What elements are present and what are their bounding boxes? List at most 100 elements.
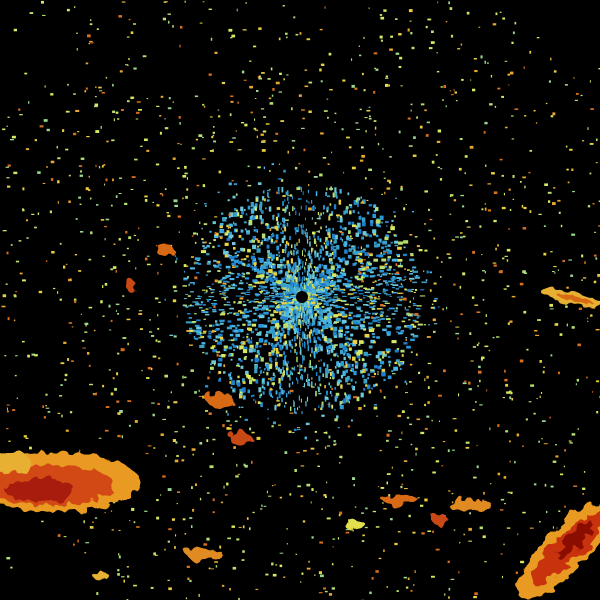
speckle — [496, 336, 500, 338]
speckle — [580, 94, 583, 97]
speckle — [478, 370, 482, 374]
speckle — [238, 526, 242, 528]
echo-blob — [5, 478, 75, 502]
speckle — [213, 140, 216, 143]
speckle — [284, 361, 287, 366]
speckle — [322, 309, 328, 313]
speckle — [348, 204, 352, 207]
speckle — [152, 201, 154, 203]
speckle — [243, 209, 246, 211]
speckle — [333, 204, 337, 210]
speckle — [293, 428, 297, 431]
speckle — [387, 179, 391, 182]
speckle — [327, 313, 332, 317]
speckle — [502, 17, 506, 20]
speckle — [301, 334, 303, 339]
speckle — [304, 69, 308, 71]
speckle — [227, 199, 230, 202]
speckle — [77, 539, 79, 543]
speckle — [248, 301, 252, 304]
speckle — [138, 109, 142, 111]
speckle — [247, 389, 250, 394]
speckle — [302, 343, 304, 347]
speckle — [288, 291, 293, 294]
speckle — [299, 368, 303, 371]
speckle — [319, 309, 323, 313]
speckle — [300, 224, 302, 228]
speckle — [198, 389, 200, 393]
speckle — [318, 322, 321, 325]
speckle — [317, 298, 323, 300]
speckle — [348, 238, 352, 241]
speckle — [276, 191, 279, 194]
speckle — [275, 331, 278, 335]
speckle — [284, 451, 288, 454]
speckle — [535, 122, 538, 124]
speckle — [104, 225, 107, 228]
speckle — [468, 388, 472, 391]
speckle — [299, 351, 301, 354]
speckle — [334, 288, 340, 291]
speckle — [117, 569, 120, 572]
speckle — [330, 343, 333, 346]
speckle — [510, 71, 514, 75]
speckle — [118, 553, 120, 556]
speckle — [231, 325, 236, 328]
speckle — [468, 540, 472, 542]
speckle — [296, 308, 299, 312]
speckle — [343, 243, 345, 246]
speckle — [88, 42, 90, 45]
speckle — [344, 343, 347, 346]
speckle — [419, 125, 423, 129]
speckle — [358, 258, 363, 263]
speckle — [317, 346, 320, 353]
speckle — [507, 491, 510, 494]
speckle — [147, 367, 152, 370]
speckle — [183, 445, 186, 448]
speckle — [271, 395, 274, 398]
speckle — [160, 263, 163, 266]
speckle — [289, 493, 292, 496]
speckle — [228, 182, 232, 186]
speckle — [68, 322, 73, 324]
speckle — [264, 198, 266, 202]
speckle — [89, 19, 92, 21]
speckle — [378, 238, 382, 242]
speckle — [284, 250, 287, 254]
speckle — [244, 228, 247, 231]
speckle — [336, 299, 343, 302]
speckle — [387, 256, 391, 259]
speckle — [271, 258, 274, 261]
speckle — [356, 222, 361, 228]
speckle — [301, 285, 303, 291]
speckle — [407, 290, 413, 293]
speckle — [305, 328, 307, 332]
speckle — [249, 310, 252, 312]
speckle — [121, 1, 126, 3]
speckle — [326, 373, 329, 378]
speckle — [246, 336, 249, 338]
speckle — [140, 145, 143, 147]
speckle — [406, 416, 410, 419]
speckle — [326, 517, 331, 520]
speckle — [229, 141, 234, 143]
speckle — [173, 401, 178, 404]
speckle — [282, 366, 284, 370]
speckle — [74, 6, 76, 9]
speckle — [339, 403, 342, 406]
speckle — [415, 447, 418, 451]
speckle — [276, 222, 279, 225]
speckle — [175, 441, 178, 444]
speckle — [434, 380, 438, 382]
speckle — [277, 264, 281, 269]
speckle — [269, 228, 272, 231]
speckle — [232, 137, 236, 139]
speckle — [497, 424, 500, 427]
speckle — [526, 348, 529, 351]
speckle — [43, 119, 48, 122]
speckle — [68, 200, 71, 203]
speckle — [363, 259, 366, 261]
speckle — [249, 379, 253, 385]
speckle — [349, 337, 353, 341]
speckle — [412, 303, 416, 305]
